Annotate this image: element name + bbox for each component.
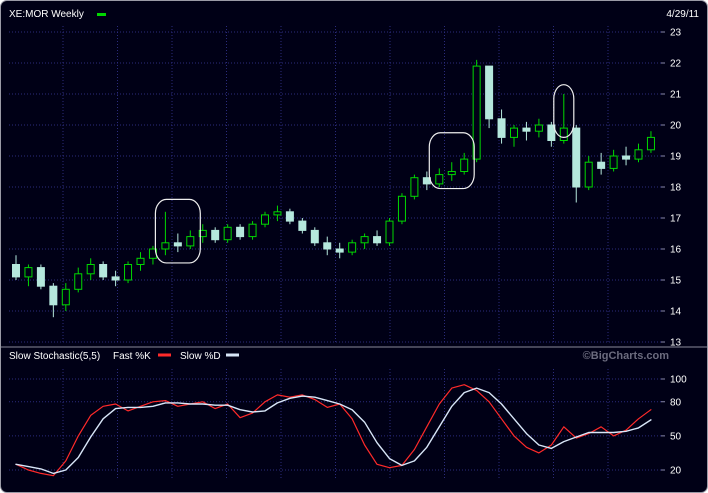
candle-up: [136, 257, 145, 265]
symbol-legend-marker: [97, 13, 106, 16]
candle-down: [597, 161, 606, 169]
y-axis-label: 23: [670, 28, 682, 39]
candle-up: [261, 214, 269, 225]
y-axis-label: 14: [670, 307, 682, 318]
y-axis-label: 100: [670, 375, 687, 386]
bigcharts-watermark: ©BigCharts.com: [583, 350, 670, 362]
y-axis-label: 50: [670, 431, 682, 442]
y-axis-label: 17: [670, 214, 682, 225]
slow-d-legend-marker: [226, 353, 239, 357]
candle-down: [236, 226, 245, 238]
candle-up: [510, 127, 518, 138]
price-axis: 23 22 21 20 19 18 17 16 15 14 13: [661, 28, 682, 349]
candle-down: [285, 211, 294, 222]
candle-up: [273, 211, 282, 216]
date-label: 4/29/11: [666, 9, 699, 20]
candle-up: [609, 155, 618, 169]
y-axis-label: 15: [670, 276, 682, 287]
slow-d-line: [15, 387, 652, 475]
candle-up: [124, 264, 133, 281]
candle-down: [173, 242, 182, 247]
y-axis-label: 13: [670, 338, 682, 349]
candle-up: [410, 177, 419, 197]
y-axis-label: 20: [670, 466, 682, 477]
candle-down: [373, 236, 382, 244]
candle-down: [622, 155, 631, 160]
candle-down: [99, 264, 108, 278]
highlight-annotation: [154, 198, 201, 264]
highlight-annotations: [154, 84, 575, 264]
candle-up: [584, 161, 593, 188]
stochastic-axis: 100 80 50 20: [661, 375, 687, 477]
candle-down: [111, 276, 120, 281]
price-gridlines: [9, 26, 661, 343]
candle-down: [12, 264, 20, 278]
candle-up: [435, 174, 444, 185]
candle-up: [460, 158, 469, 173]
candle-up: [74, 273, 83, 290]
candle-down: [298, 220, 307, 231]
candle-down: [211, 229, 220, 241]
y-axis-label: 80: [670, 397, 682, 408]
y-axis-label: 21: [670, 90, 682, 101]
candle-down: [547, 124, 556, 141]
candle-down: [335, 248, 344, 253]
y-axis-label: 19: [670, 152, 682, 163]
fast-k-line: [15, 384, 652, 477]
slow-d-label: Slow %D: [180, 351, 221, 362]
fast-k-legend-marker: [158, 353, 171, 357]
y-axis-label: 16: [670, 245, 682, 256]
y-axis-label: 22: [670, 59, 682, 70]
candle-up: [198, 229, 207, 238]
candle-up: [186, 236, 195, 247]
candle-down: [522, 127, 531, 132]
candle-up: [61, 288, 70, 306]
y-axis-label: 18: [670, 183, 682, 194]
candle-up: [161, 242, 170, 250]
candle-down: [485, 65, 494, 120]
candle-up: [248, 223, 257, 238]
candle-up: [534, 124, 543, 132]
fast-k-label: Fast %K: [113, 351, 151, 362]
candle-up: [447, 171, 456, 176]
candle-up: [360, 236, 369, 244]
candle-up: [559, 127, 568, 141]
candlestick-series: [12, 59, 655, 318]
candle-up: [24, 267, 33, 278]
stochastic-title: Slow Stochastic(5,5): [9, 351, 100, 362]
candle-up: [385, 220, 394, 244]
symbol-label: XE:MOR Weekly: [9, 9, 84, 20]
candle-up: [472, 65, 481, 160]
candle-down: [310, 229, 319, 244]
candle-down: [572, 127, 581, 188]
candle-up: [348, 242, 357, 253]
candle-up: [646, 136, 655, 151]
stochastic-gridlines: [9, 369, 661, 478]
highlight-annotation: [553, 84, 575, 138]
candle-up: [634, 149, 643, 160]
candle-down: [323, 242, 332, 250]
candle-down: [497, 118, 506, 138]
candle-up: [86, 264, 95, 275]
candle-up: [223, 226, 232, 241]
highlight-annotation: [428, 132, 475, 190]
candle-down: [36, 267, 45, 287]
candle-up: [397, 195, 406, 222]
stochastic-series: [15, 384, 652, 477]
y-axis-label: 20: [670, 121, 682, 132]
candle-down: [49, 285, 58, 306]
